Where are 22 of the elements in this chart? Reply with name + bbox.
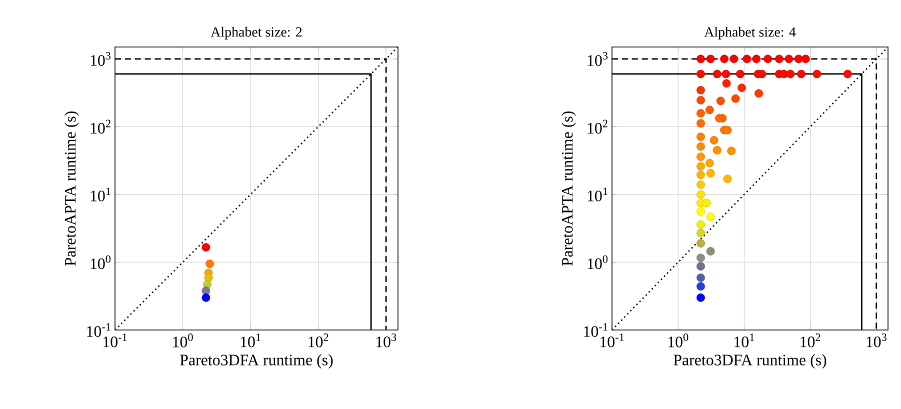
chart-title: Alphabet size: 4 [704,26,796,40]
x-tick-label: 10$^{2}$ [308,334,328,348]
x-tick-label: 10$^{3}$ [866,334,886,348]
y-tick-label: 10$^{1}$ [588,188,608,202]
y-tick-label: 10$^{2}$ [588,120,608,134]
chart-title: Alphabet size: 2 [210,26,302,40]
x-tick-label: 10$^{2}$ [800,334,820,348]
x-axis-title: Pareto3DFA runtime (s) [180,354,333,369]
y-axis-title: ParetoAPTA runtime (s) [561,111,576,266]
x-tick-label: 10$^{0}$ [173,334,193,348]
x-axis-title: Pareto3DFA runtime (s) [674,354,826,369]
x-tick-label: 10$^{1}$ [734,334,754,348]
y-tick-label: 10$^{2}$ [90,120,110,134]
y-tick-label: 10$^{1}$ [90,188,110,202]
y-tick-label: 10$^{3}$ [588,52,608,66]
x-tick-label: 10$^{3}$ [376,334,396,348]
y-tick-label: 10$^{0}$ [90,255,111,270]
y-tick-label: 10$^{3}$ [90,52,111,66]
x-tick-label: 10$^{1}$ [240,334,260,348]
y-tick-label: 10$^{0}$ [588,255,608,270]
x-tick-label: 10$^{0}$ [668,334,688,348]
y-axis-title: ParetoAPTA runtime (s) [64,111,79,266]
